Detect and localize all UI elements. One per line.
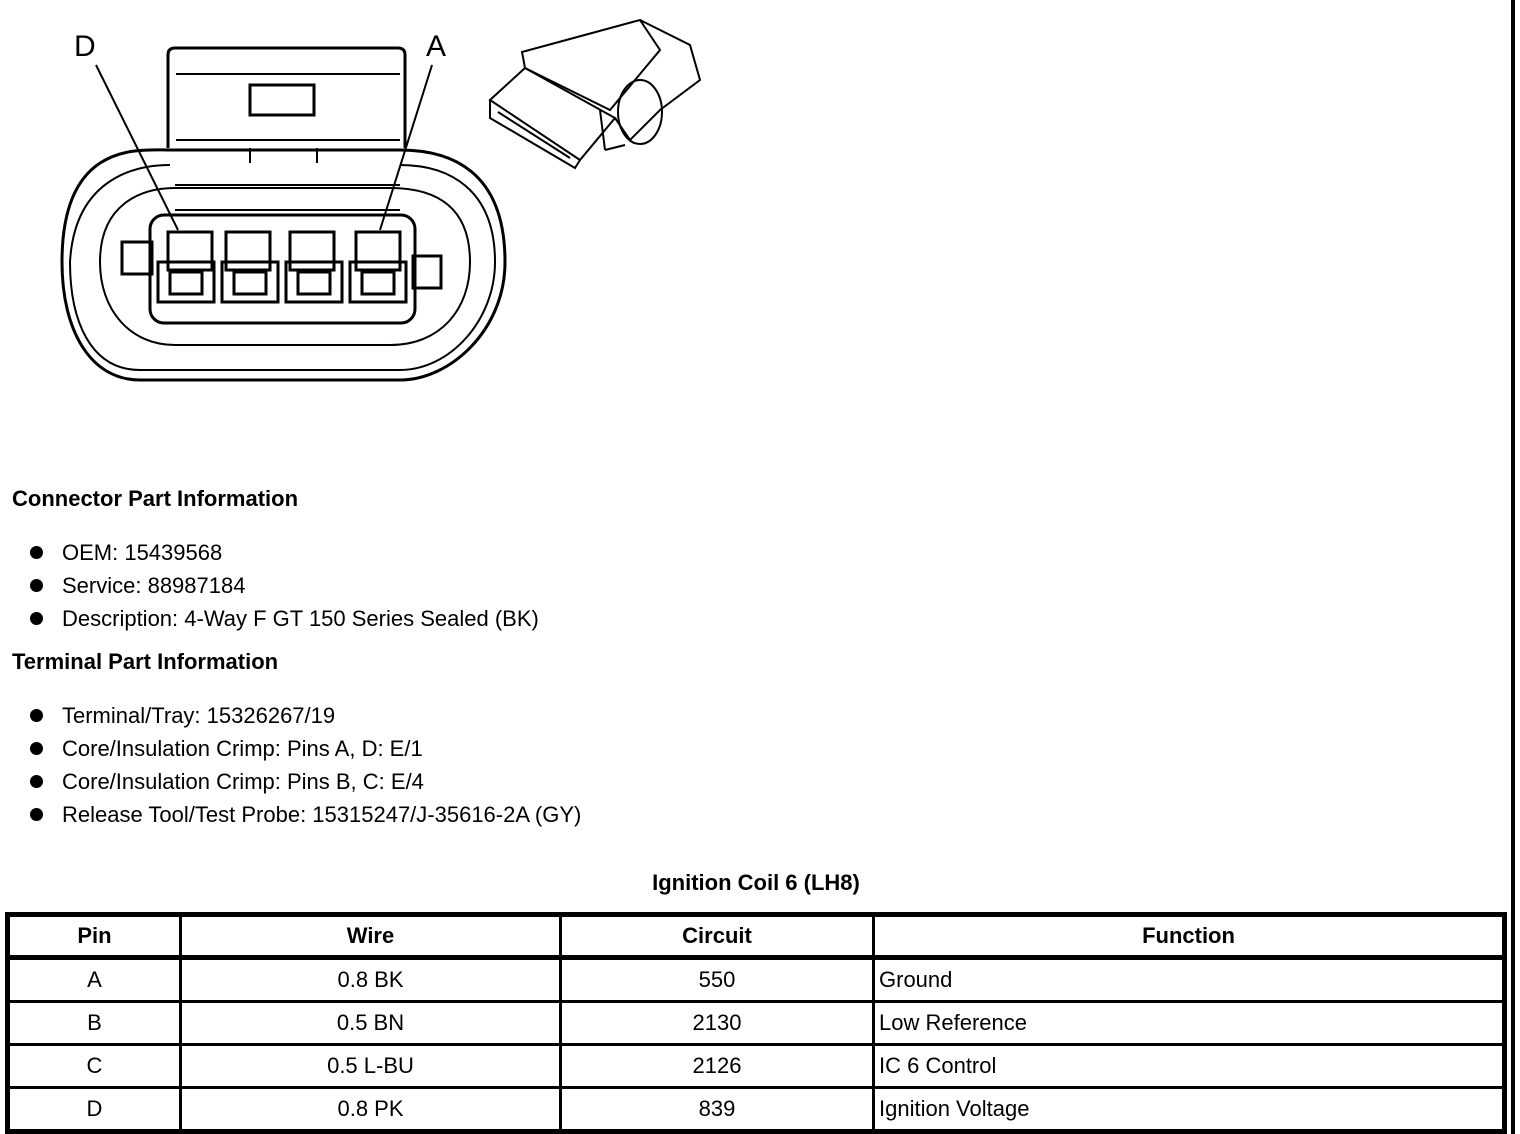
list-item: Terminal/Tray: 15326267/19 — [30, 699, 581, 732]
cell-function: Low Reference — [872, 1000, 1506, 1046]
list-item-text: Description: 4-Way F GT 150 Series Seale… — [62, 606, 539, 631]
pin-label-a: A — [426, 30, 446, 63]
cell-pin: D — [6, 1086, 182, 1133]
header-wire: Wire — [179, 913, 562, 960]
connector-illustration: D A — [60, 18, 702, 382]
cell-pin: A — [6, 956, 182, 1003]
list-item-text: Terminal/Tray: 15326267/19 — [62, 703, 336, 728]
list-item: OEM: 15439568 — [30, 536, 539, 569]
cell-function: IC 6 Control — [872, 1043, 1506, 1089]
header-pin: Pin — [6, 913, 182, 960]
connector-info-list: OEM: 15439568 Service: 88987184 Descript… — [30, 536, 539, 635]
table-caption: Ignition Coil 6 (LH8) — [652, 870, 860, 895]
bullet-icon — [30, 612, 43, 625]
bullet-icon — [30, 546, 43, 559]
list-item: Release Tool/Test Probe: 15315247/J-3561… — [30, 798, 581, 831]
list-item: Description: 4-Way F GT 150 Series Seale… — [30, 602, 539, 635]
bullet-icon — [30, 808, 43, 821]
cell-circuit: 550 — [559, 956, 875, 1003]
table-row: D 0.8 PK 839 Ignition Voltage — [6, 1086, 1506, 1133]
cell-circuit: 2130 — [559, 1000, 875, 1046]
bullet-icon — [30, 742, 43, 755]
table-row: B 0.5 BN 2130 Low Reference — [6, 1000, 1506, 1046]
connector-3d-view — [488, 18, 702, 170]
cell-wire: 0.5 L-BU — [179, 1043, 562, 1089]
table-header-row: Pin Wire Circuit Function — [6, 913, 1506, 960]
connector-info-heading: Connector Part Information — [12, 486, 299, 511]
header-function: Function — [872, 913, 1506, 960]
cell-pin: C — [6, 1043, 182, 1089]
list-item: Core/Insulation Crimp: Pins A, D: E/1 — [30, 732, 581, 765]
table-row: C 0.5 L-BU 2126 IC 6 Control — [6, 1043, 1506, 1089]
cell-pin: B — [6, 1000, 182, 1046]
page-border — [1511, 0, 1515, 1134]
list-item: Core/Insulation Crimp: Pins B, C: E/4 — [30, 765, 581, 798]
cell-wire: 0.8 BK — [179, 956, 562, 1003]
terminal-info-list: Terminal/Tray: 15326267/19 Core/Insulati… — [30, 699, 581, 831]
pin-a-leader — [379, 64, 433, 231]
cell-function: Ignition Voltage — [872, 1086, 1506, 1133]
pin-label-d: D — [74, 30, 96, 63]
list-item: Service: 88987184 — [30, 569, 539, 602]
bullet-icon — [30, 579, 43, 592]
terminal-info-heading: Terminal Part Information — [12, 649, 279, 674]
list-item-text: Core/Insulation Crimp: Pins A, D: E/1 — [62, 736, 423, 761]
connector-body-outline — [60, 148, 507, 382]
cell-circuit: 2126 — [559, 1043, 875, 1089]
bullet-icon — [30, 775, 43, 788]
cell-wire: 0.8 PK — [179, 1086, 562, 1133]
list-item-text: OEM: 15439568 — [62, 540, 223, 565]
pin-d-leader — [95, 64, 179, 231]
cell-function: Ground — [872, 956, 1506, 1003]
bullet-icon — [30, 709, 43, 722]
table-row: A 0.8 BK 550 Ground — [6, 956, 1506, 1003]
cell-circuit: 839 — [559, 1086, 875, 1133]
list-item-text: Core/Insulation Crimp: Pins B, C: E/4 — [62, 769, 424, 794]
header-circuit: Circuit — [559, 913, 875, 960]
list-item-text: Service: 88987184 — [62, 573, 246, 598]
list-item-text: Release Tool/Test Probe: 15315247/J-3561… — [62, 802, 582, 827]
cell-wire: 0.5 BN — [179, 1000, 562, 1046]
pinout-table: Pin Wire Circuit Function A 0.8 BK 550 G… — [5, 912, 1507, 1134]
